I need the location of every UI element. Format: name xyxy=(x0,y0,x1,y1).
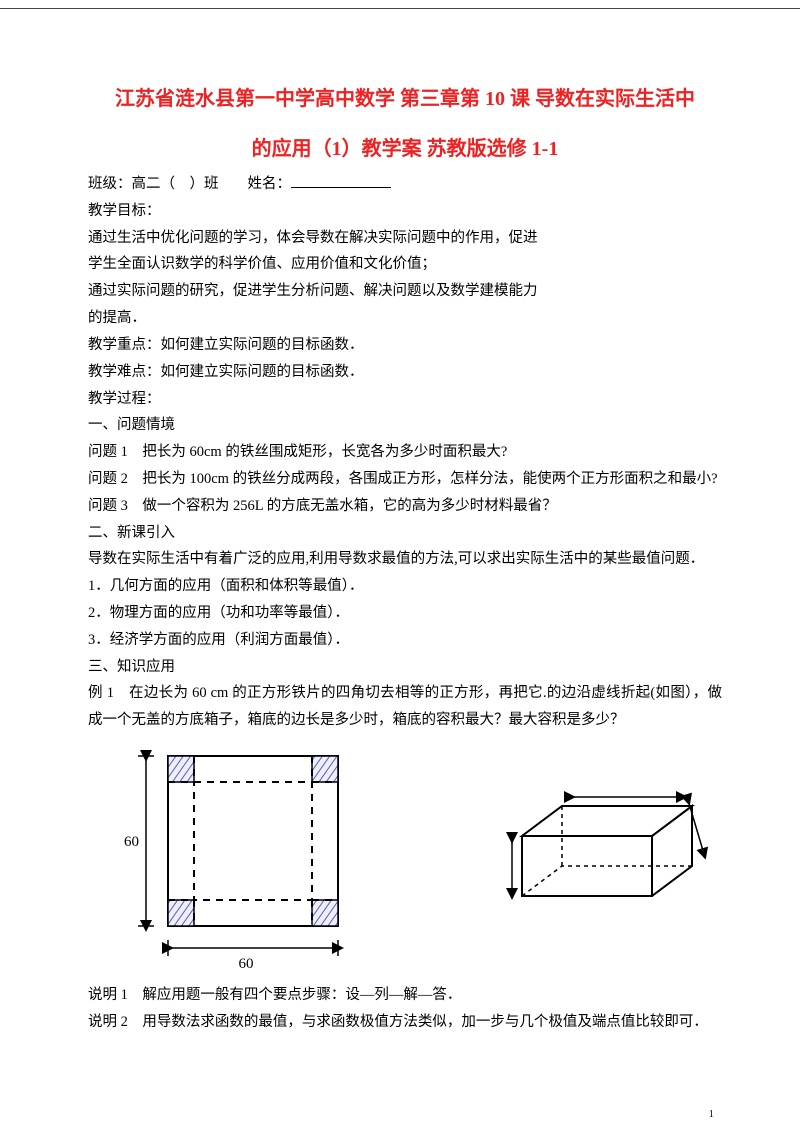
body-line: 问题 2 把长为 100cm 的铁丝分成两段，各围成正方形，怎样分法，能使两个正… xyxy=(88,466,722,493)
figure-3d-box xyxy=(482,786,712,936)
body-line: 问题 1 把长为 60cm 的铁丝围成矩形，长宽各为多少时面积最大? xyxy=(88,439,722,466)
body-line: 问题 3 做一个容积为 256L 的方底无盖水箱，它的高为多少时材料最省？ xyxy=(88,493,722,520)
body-line: 通过生活中优化问题的学习，体会导数在解决实际问题中的作用，促进 xyxy=(88,225,722,252)
body-line: 教学重点：如何建立实际问题的目标函数． xyxy=(88,332,722,359)
figure-flat-box: 60 60 xyxy=(98,746,358,976)
body-line: 三、知识应用 xyxy=(88,654,722,681)
body-line: 2．物理方面的应用（功和功率等最值）． xyxy=(88,600,722,627)
name-blank xyxy=(291,172,391,188)
body-line: 的提高． xyxy=(88,305,722,332)
note-line: 说明 1 解应用题一般有四个要点步骤：设—列—解—答． xyxy=(88,982,722,1009)
doc-title: 江苏省涟水县第一中学高中数学 第三章第 10 课 导数在实际生活中 的应用（1）… xyxy=(88,81,722,171)
figures-row: 60 60 xyxy=(88,746,722,976)
note-line: 说明 2 用导数法求函数的最值，与求函数极值方法类似，加一步与几个极值及端点值比… xyxy=(88,1009,722,1036)
body-line: 教学难点：如何建立实际问题的目标函数． xyxy=(88,359,722,386)
body-line: 二、新课引入 xyxy=(88,520,722,547)
body-line: 例 1 在边长为 60 cm 的正方形铁片的四角切去相等的正方形，再把它.的边沿… xyxy=(88,680,722,734)
body-line: 1．几何方面的应用（面积和体积等最值）． xyxy=(88,573,722,600)
body-line: 导数在实际生活中有着广泛的应用,利用导数求最值的方法,可以求出实际生活中的某些最… xyxy=(88,546,722,573)
body-line: 学生全面认识数学的科学价值、应用价值和文化价值； xyxy=(88,251,722,278)
body-line: 一、问题情境 xyxy=(88,412,722,439)
body-line: 教学目标： xyxy=(88,198,722,225)
dim-60-h: 60 xyxy=(239,956,254,972)
dim-60-v: 60 xyxy=(124,834,139,850)
title-line1: 江苏省涟水县第一中学高中数学 第三章第 10 课 导数在实际生活中 xyxy=(115,88,695,110)
body: 班级：高二（ ）班 姓名： 教学目标：通过生活中优化问题的学习，体会导数在解决实… xyxy=(88,171,722,1036)
class-line: 班级：高二（ ）班 姓名： xyxy=(88,171,722,198)
body-line: 通过实际问题的研究，促进学生分析问题、解决问题以及数学建模能力 xyxy=(88,278,722,305)
page-number: 1 xyxy=(709,1104,715,1124)
title-line2: 的应用（1）教学案 苏教版选修 1-1 xyxy=(94,131,716,167)
body-line: 教学过程： xyxy=(88,386,722,413)
body-line: 3．经济学方面的应用（利润方面最值）． xyxy=(88,627,722,654)
